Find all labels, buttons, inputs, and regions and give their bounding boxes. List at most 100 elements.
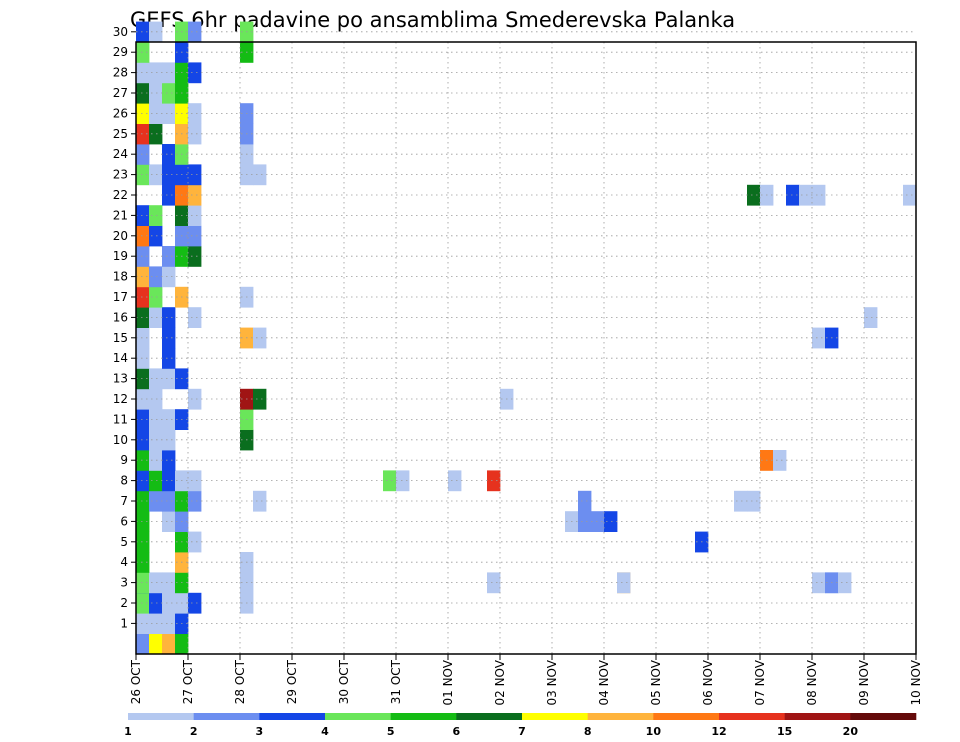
heatmap-cell [188,103,202,124]
heatmap-cell [188,225,202,247]
y-tick-label: 16 [113,310,128,324]
plot-frame [135,41,917,655]
heatmap-cell [188,490,202,512]
heatmap-cell [136,450,150,471]
heatmap-cell [136,490,150,512]
heatmap-cell [188,470,202,492]
x-tick-label: 09 NOV [857,659,871,705]
x-tick-label: 01 NOV [441,659,455,705]
legend-label: 3 [256,725,264,738]
heatmap-cell [136,572,150,594]
x-tick-label: 02 NOV [493,659,507,705]
heatmap-cell [149,205,163,226]
heatmap-cell [149,225,163,247]
heatmap-cell [162,368,176,390]
y-tick-label: 27 [113,86,128,100]
heatmap-cell [136,531,150,553]
x-tick-label: 28 OCT [233,659,247,704]
grid-lines [136,31,916,654]
x-tick-label: 10 NOV [909,659,923,705]
legend-label: 15 [777,725,792,738]
heatmap-cell [149,266,163,288]
heatmap-cell [136,409,150,430]
legend-label: 10 [646,725,662,738]
heatmap-cell [149,82,163,104]
heatmap-cell [149,429,163,451]
heatmap-cell [734,490,748,512]
heatmap-cell [149,103,163,124]
heatmap-cell [786,184,800,206]
heatmap-cell [136,42,150,63]
color-legend: 1 2 3 4 5 6 7 8 10 12 15 20 [124,713,917,738]
x-axis: 26 OCT 27 OCT 28 OCT 29 OCT 30 OCT 31 OCT 01 N… [129,654,923,706]
heatmap-cell [136,511,150,532]
legend-color-swatch [850,713,917,720]
heatmap-cell [162,164,176,186]
heatmap-cell [149,388,163,410]
x-tick-label: 03 NOV [545,659,559,705]
legend-label: 8 [584,725,592,738]
heatmap-cell [162,266,176,288]
legend-label: 2 [190,725,198,738]
heatmap-cell [136,286,150,308]
heatmap-cell [136,266,150,288]
heatmap-cell [188,21,202,43]
heatmap-cell [136,633,150,655]
heatmap-cell [188,164,202,186]
heatmap-cell [162,307,176,328]
heatmap-cell [136,327,150,349]
x-tick-label: 08 NOV [805,659,819,705]
y-tick-label: 19 [113,249,128,263]
legend-color-swatch [193,713,260,720]
heatmap-cell [136,205,150,226]
heatmap-cell [578,511,592,532]
heatmap-cell [149,368,163,390]
heatmap-cell [136,592,150,614]
heatmap-cell [162,633,176,655]
heatmap-cell [253,164,267,186]
legend-label: 1 [124,725,132,738]
heatmap-cell [903,184,917,206]
legend-color-swatch [522,713,588,720]
y-tick-label: 20 [113,229,128,243]
y-tick-label: 13 [113,372,128,386]
y-tick-label: 23 [113,168,128,182]
heatmap-cell [396,470,410,492]
heatmap-cell [149,490,163,512]
y-tick-label: 18 [113,270,128,284]
heatmap-cell [136,470,150,492]
heatmap-cell [136,388,150,410]
heatmap-cell [799,184,813,206]
heatmap-cell [448,470,462,492]
y-axis: 1234567891011121314151617181920212223242… [113,25,136,630]
heatmap-cell [864,307,878,328]
heatmap-cell [136,144,150,165]
y-tick-label: 17 [113,290,128,304]
heatmap-cell [812,327,826,349]
heatmap-cell [747,490,761,512]
legend-label: 12 [711,725,726,738]
heatmap-cell [136,123,150,145]
heatmap-cell [487,572,501,594]
y-tick-label: 14 [113,351,128,365]
legend-label: 4 [321,725,329,738]
heatmap-cell [136,225,150,247]
heatmap-cell [149,307,163,328]
heatmap-cell [149,21,163,43]
heatmap-cell [812,184,826,206]
heatmap-cell [136,103,150,124]
heatmap-cell [162,613,176,634]
heatmap-cell [136,62,150,84]
heatmap-cell [175,633,189,655]
heatmap-cell [136,613,150,634]
y-tick-label: 12 [113,392,128,406]
heatmap-cell [162,144,176,165]
heatmap-cell [253,388,267,410]
heatmap-cell [149,572,163,594]
y-tick-label: 3 [120,576,128,590]
heatmap-cell [136,429,150,451]
heatmap-cell [162,246,176,267]
heatmap-cell [149,592,163,614]
heatmap-cell [487,470,501,492]
